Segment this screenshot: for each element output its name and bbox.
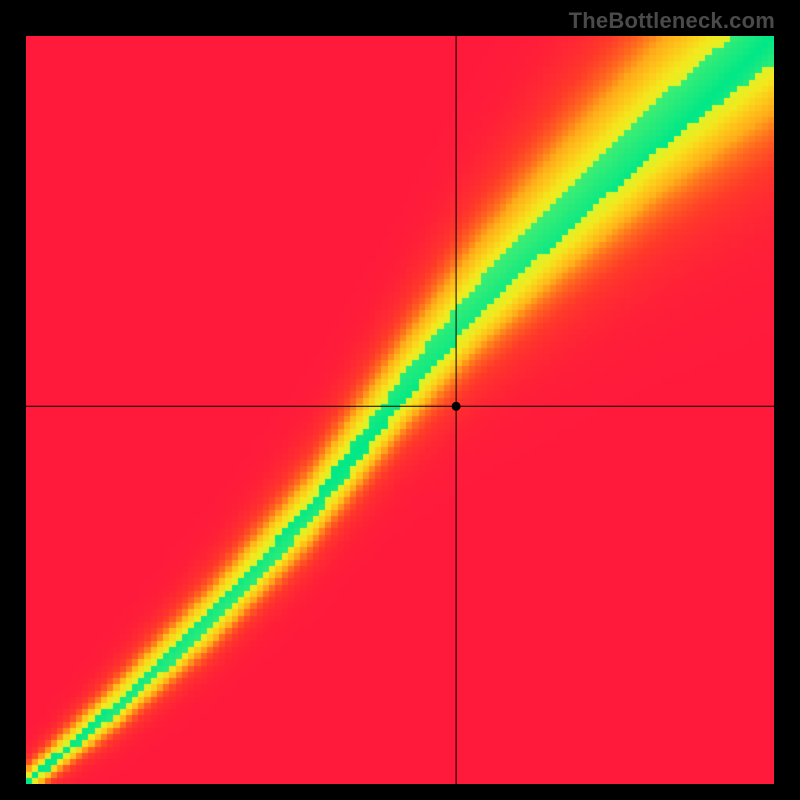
watermark-text: TheBottleneck.com [569,8,775,34]
heatmap-canvas [26,36,774,784]
heatmap-plot [26,36,774,784]
chart-container: TheBottleneck.com [0,0,800,800]
